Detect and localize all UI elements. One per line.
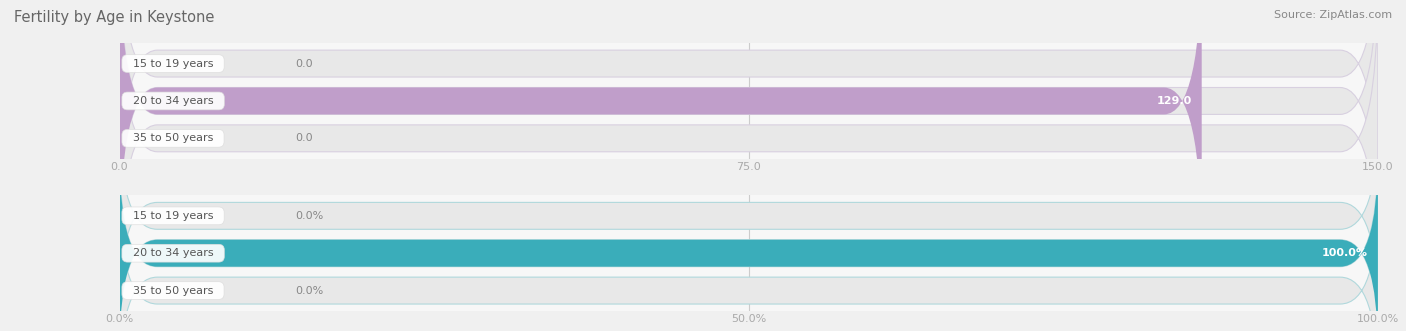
Text: 100.0%: 100.0% [1322, 248, 1368, 258]
Text: 0.0%: 0.0% [295, 211, 323, 221]
FancyBboxPatch shape [120, 117, 1378, 314]
FancyBboxPatch shape [120, 0, 1378, 256]
FancyBboxPatch shape [120, 192, 1378, 331]
Text: 129.0: 129.0 [1156, 96, 1192, 106]
FancyBboxPatch shape [120, 155, 1378, 331]
Text: Source: ZipAtlas.com: Source: ZipAtlas.com [1274, 10, 1392, 20]
Text: Fertility by Age in Keystone: Fertility by Age in Keystone [14, 10, 215, 25]
Text: 20 to 34 years: 20 to 34 years [125, 96, 221, 106]
FancyBboxPatch shape [120, 0, 1202, 256]
Text: 0.0%: 0.0% [295, 286, 323, 296]
Text: 20 to 34 years: 20 to 34 years [125, 248, 221, 258]
Text: 0.0: 0.0 [295, 59, 314, 69]
Text: 15 to 19 years: 15 to 19 years [125, 59, 221, 69]
Text: 35 to 50 years: 35 to 50 years [125, 286, 221, 296]
Text: 0.0: 0.0 [295, 133, 314, 143]
FancyBboxPatch shape [120, 155, 1378, 331]
Text: 35 to 50 years: 35 to 50 years [125, 133, 221, 143]
Text: 15 to 19 years: 15 to 19 years [125, 211, 221, 221]
FancyBboxPatch shape [120, 0, 1378, 218]
FancyBboxPatch shape [120, 0, 1378, 293]
